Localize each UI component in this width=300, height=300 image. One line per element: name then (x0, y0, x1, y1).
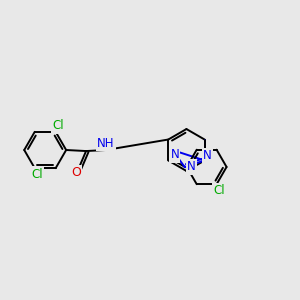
Text: O: O (71, 166, 81, 179)
Text: Cl: Cl (213, 184, 225, 197)
Text: NH: NH (97, 137, 115, 150)
Text: Cl: Cl (52, 119, 64, 132)
Text: N: N (203, 149, 212, 162)
Text: Cl: Cl (32, 168, 43, 181)
Text: N: N (187, 160, 196, 173)
Text: N: N (170, 148, 179, 161)
